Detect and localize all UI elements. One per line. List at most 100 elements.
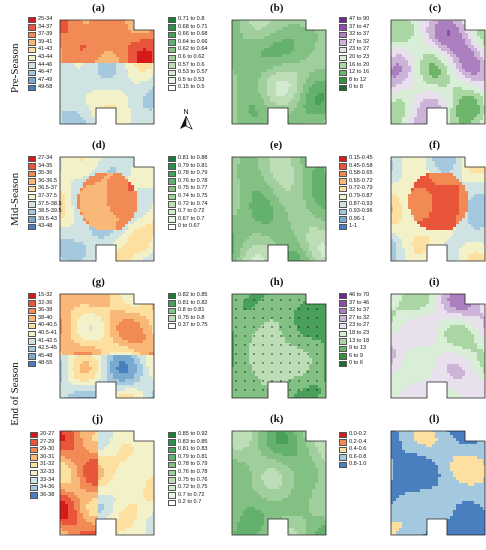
legend-a-item: 44-46	[28, 62, 52, 70]
legend-g: 15-32 32-36 36-38 38-40 40-40.5 40.5-41 41-42.…	[28, 292, 57, 368]
legend-swatch	[168, 62, 176, 69]
legend-label: 27 to 32	[349, 38, 370, 45]
legend-swatch	[28, 315, 36, 322]
legend-j: 20-27 27-29 29-30 30-31 31-32 32-33 33-34 34-36…	[30, 431, 54, 499]
legend-label: 0.76 to 0.78	[178, 468, 208, 475]
legend-f-item: 0.87-0.93	[339, 201, 373, 209]
legend-swatch	[339, 208, 347, 216]
sample-point	[253, 317, 255, 319]
legend-i-item: 13 to 18	[339, 338, 369, 346]
legend-swatch	[28, 16, 36, 23]
legend-b-item: 0.6 to 0.62	[168, 54, 208, 62]
legend-label: 20-27	[40, 431, 55, 437]
legend-label: 0.72 to 0.75	[178, 484, 208, 491]
legend-label: 16 to 20	[349, 61, 370, 68]
sample-point	[289, 308, 291, 310]
legend-swatch	[339, 431, 347, 438]
legend-d-item: 27-34	[28, 155, 62, 163]
legend-label: 31-32	[40, 461, 55, 468]
legend-swatch	[339, 345, 347, 353]
legend-label: 36-36.5	[38, 177, 57, 184]
legend-f-item: 0.65-0.72	[339, 178, 373, 186]
legend-swatch	[339, 300, 347, 307]
legend-g-item: 45-48	[28, 353, 57, 361]
legend-l-item: 0.0-0.2	[339, 431, 366, 439]
sample-point	[289, 317, 291, 319]
legend-j-item: 33-34	[30, 477, 54, 485]
panel-label-k: (k)	[270, 413, 284, 425]
legend-d-item: 43-48	[28, 223, 62, 231]
legend-swatch	[168, 439, 176, 446]
legend-label: 43-44	[38, 53, 53, 60]
legend-swatch	[28, 216, 36, 223]
legend-label: 0.8 to 0.81	[178, 307, 205, 314]
legend-d: 27-34 34-35 35-36 36-36.5 36.5-37 37-37.5 37.5…	[28, 155, 62, 231]
legend-swatch	[168, 315, 176, 322]
legend-label: 0.64 to 0.66	[178, 38, 208, 45]
map-l-cells	[391, 431, 485, 535]
field-boundary	[231, 430, 327, 536]
legend-label: 32 to 37	[349, 307, 370, 314]
sample-point	[289, 299, 291, 301]
legend-c-item: 27 to 32	[339, 39, 369, 47]
sample-point	[262, 344, 264, 346]
legend-label: 0.62 to 0.64	[178, 46, 208, 53]
legend-label: 0.67 to 0.7	[178, 215, 205, 222]
legend-h-item: 0.75 to 0.8	[168, 315, 208, 323]
legend-d-item: 34-35	[28, 163, 62, 171]
sample-point	[235, 380, 237, 382]
legend-k-item: 0.7 to 0.72	[168, 492, 208, 500]
legend-label: 0.87-0.93	[349, 200, 373, 207]
sample-point	[316, 344, 318, 346]
legend-label: 0.2 to 0.7	[178, 499, 202, 506]
sample-point	[262, 371, 264, 373]
sample-point	[253, 353, 255, 355]
legend-label: 0.81 to 0.88	[178, 155, 208, 161]
legend-swatch	[28, 292, 36, 299]
sample-point	[262, 389, 264, 391]
legend-swatch	[339, 461, 347, 469]
legend-swatch	[339, 292, 347, 299]
sample-point	[271, 380, 273, 382]
map-i-cells	[391, 294, 485, 398]
legend-d-item: 37.5-38.5	[28, 201, 62, 209]
legend-label: 37 to 46	[349, 299, 370, 306]
legend-h-item: 0.8 to 0.81	[168, 307, 208, 315]
legend-label: 32 to 37	[349, 31, 370, 38]
legend-f-item: 0.72-0.79	[339, 185, 373, 193]
legend-label: 27-29	[40, 438, 55, 445]
legend-swatch	[339, 170, 347, 178]
legend-swatch	[28, 353, 36, 360]
legend-l: 0.0-0.2 0.2-0.4 0.4-0.6 0.6-0.8 0.8-1.0	[339, 431, 366, 469]
sample-point	[280, 353, 282, 355]
legend-swatch	[339, 353, 347, 360]
map-c-cells	[391, 20, 485, 124]
legend-label: 0.78 to 0.79	[178, 170, 208, 177]
panel-label-f: (f)	[429, 139, 440, 151]
legend-swatch	[168, 39, 176, 46]
legend-label: 32-33	[40, 468, 55, 475]
legend-a-item: 47-49	[28, 77, 52, 85]
legend-label: 33-34	[40, 476, 55, 483]
legend-label: 35-36	[38, 170, 53, 177]
sample-point	[271, 299, 273, 301]
sample-point	[235, 389, 237, 391]
sample-point	[253, 308, 255, 310]
sample-point	[235, 335, 237, 337]
legend-label: 0.79-0.87	[349, 192, 373, 199]
sample-point	[316, 371, 318, 373]
row-label-mid-season: Mid-Season	[9, 172, 21, 226]
legend-b-item: 0.68 to 0.71	[168, 24, 208, 32]
legend-label: 0.78 to 0.79	[178, 461, 208, 468]
legend-label: 0.68 to 0.71	[178, 23, 208, 30]
sample-point	[244, 353, 246, 355]
sample-point	[271, 389, 273, 391]
legend-swatch	[168, 492, 176, 499]
legend-swatch	[28, 77, 36, 84]
sample-point	[262, 362, 264, 364]
legend-c-item: 47 to 90	[339, 16, 369, 24]
field-boundary	[59, 19, 155, 125]
legend-swatch	[339, 24, 347, 31]
legend-l-item: 0.4-0.6	[339, 446, 366, 454]
legend-swatch	[168, 178, 176, 185]
